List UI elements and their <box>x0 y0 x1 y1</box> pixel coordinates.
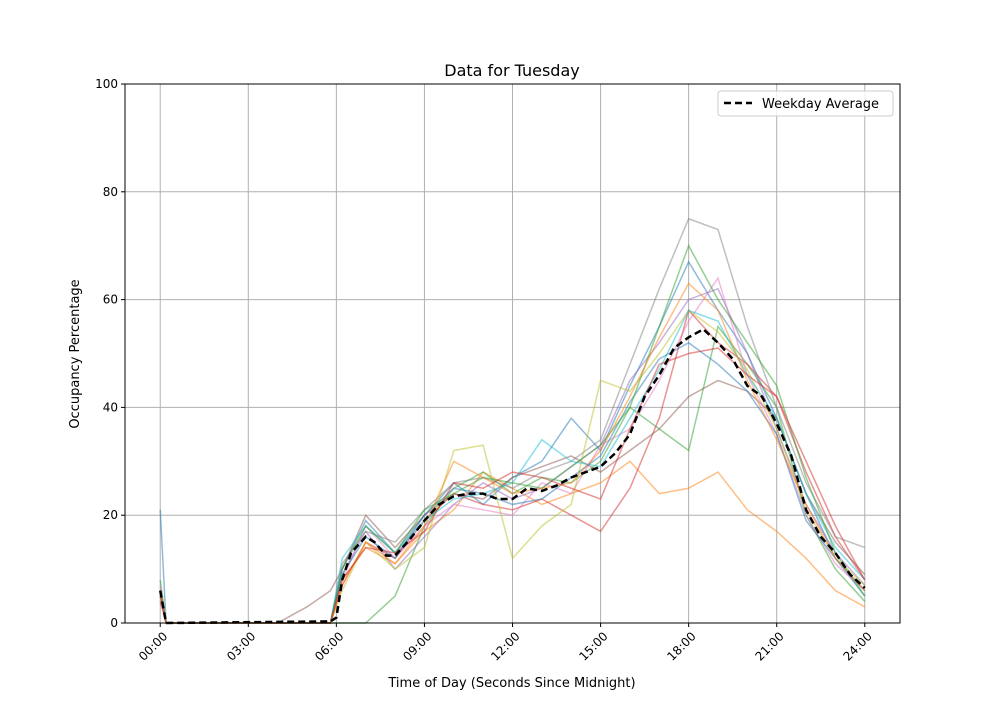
grid <box>125 83 900 624</box>
y-tick-label: 100 <box>95 77 118 91</box>
ticks: 00:00 03:00 06:00 09:00 12:00 15:00 18:00 21:00… <box>95 77 875 664</box>
x-tick-label: 24:00 <box>841 629 875 663</box>
legend-average-label: Weekday Average <box>762 97 879 112</box>
y-tick-label: 0 <box>110 616 118 630</box>
x-tick-label: 09:00 <box>400 629 434 663</box>
x-tick-label: 03:00 <box>224 629 258 663</box>
y-tick-label: 20 <box>103 508 118 522</box>
legend-box <box>717 90 894 117</box>
chart-title: Data for Tuesday <box>444 61 579 80</box>
x-tick-label: 12:00 <box>488 629 522 663</box>
x-tick-label: 00:00 <box>136 629 170 663</box>
y-tick-label: 80 <box>103 185 118 199</box>
x-tick-label: 21:00 <box>752 629 786 663</box>
y-tick-label: 60 <box>103 293 118 307</box>
weekday-average-line <box>158 327 866 625</box>
x-tick-label: 06:00 <box>312 629 346 663</box>
legend: Weekday Average <box>717 90 894 117</box>
x-tick-label: 18:00 <box>664 629 698 663</box>
average-group <box>158 327 866 625</box>
x-axis-label: Time of Day (Seconds Since Midnight) <box>387 676 635 691</box>
x-tick-label: 15:00 <box>576 629 610 663</box>
y-axis-label: Occupancy Percentage <box>68 279 83 428</box>
y-tick-label: 40 <box>103 400 118 414</box>
